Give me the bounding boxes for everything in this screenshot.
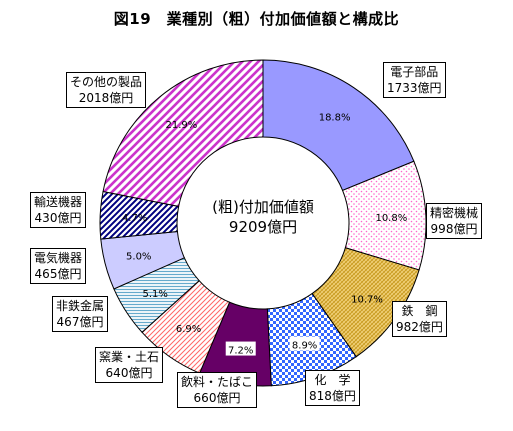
legend-label-電子部品: 電子部品 1733億円 — [383, 62, 446, 98]
percent-label-bg-4 — [225, 341, 256, 356]
center-label-title: (粗)付加価値額 — [212, 198, 314, 216]
percent-label-7: 5.0% — [126, 252, 151, 263]
legend-label-飲料たばこ: 飲料・たばこ 660億円 — [177, 372, 258, 408]
donut-slice-9 — [102, 59, 264, 207]
percent-label-6: 5.1% — [142, 289, 167, 300]
percent-label-3: 8.9% — [292, 341, 317, 352]
legend-label-化学: 化 学 818億円 — [305, 370, 360, 406]
value-label: 467億円 — [56, 315, 104, 329]
legend-label-非鉄金属: 非鉄金属 467億円 — [52, 296, 109, 332]
value-label: 430億円 — [34, 211, 82, 225]
category-label: 輸送機器 — [34, 195, 83, 209]
legend-label-輸送機器: 輸送機器 430億円 — [30, 192, 87, 228]
category-label: 精密機械 — [430, 206, 479, 220]
donut-slice-0 — [262, 59, 415, 192]
value-label: 982億円 — [396, 320, 443, 334]
category-label: 電気機器 — [34, 251, 83, 265]
category-label: その他の製品 — [70, 75, 143, 89]
percent-label-1: 10.8% — [375, 213, 407, 224]
legend-label-精密機械: 精密機械 998億円 — [426, 203, 483, 239]
category-label: 鉄 鋼 — [401, 304, 438, 318]
value-label: 998億円 — [430, 222, 478, 236]
category-label: 窯業・土石 — [99, 350, 160, 364]
percent-label-2: 10.7% — [351, 294, 383, 305]
percent-label-5: 6.9% — [176, 324, 201, 335]
chart-title: 図19 業種別（粗）付加価値額と構成比 — [113, 10, 400, 28]
value-label: 2018億円 — [78, 91, 134, 105]
percent-label-bg-3 — [289, 336, 320, 351]
percent-label-8: 4.7% — [122, 213, 147, 224]
legend-label-窯業土石: 窯業・土石 640億円 — [95, 347, 164, 383]
percent-label-9: 21.9% — [165, 120, 197, 131]
category-label: 電子部品 — [390, 65, 439, 79]
category-label: 化 学 — [314, 373, 351, 387]
value-label: 818億円 — [309, 389, 356, 403]
value-label: 1733億円 — [387, 81, 442, 95]
percent-label-0: 18.8% — [319, 112, 351, 123]
value-label: 640億円 — [105, 366, 153, 380]
category-label: 非鉄金属 — [56, 299, 105, 313]
legend-label-鉄鋼: 鉄 鋼 982億円 — [392, 301, 447, 337]
legend-label-電気機器: 電気機器 465億円 — [30, 248, 87, 284]
category-label: 飲料・たばこ — [181, 375, 254, 389]
value-label: 660億円 — [193, 391, 241, 405]
center-label: (粗)付加価値額 9209億円 — [175, 197, 351, 237]
percent-label-4: 7.2% — [228, 346, 253, 357]
center-label-total: 9209億円 — [228, 218, 298, 236]
legend-label-その他の製品: その他の製品 2018億円 — [66, 72, 147, 108]
value-label: 465億円 — [34, 267, 82, 281]
